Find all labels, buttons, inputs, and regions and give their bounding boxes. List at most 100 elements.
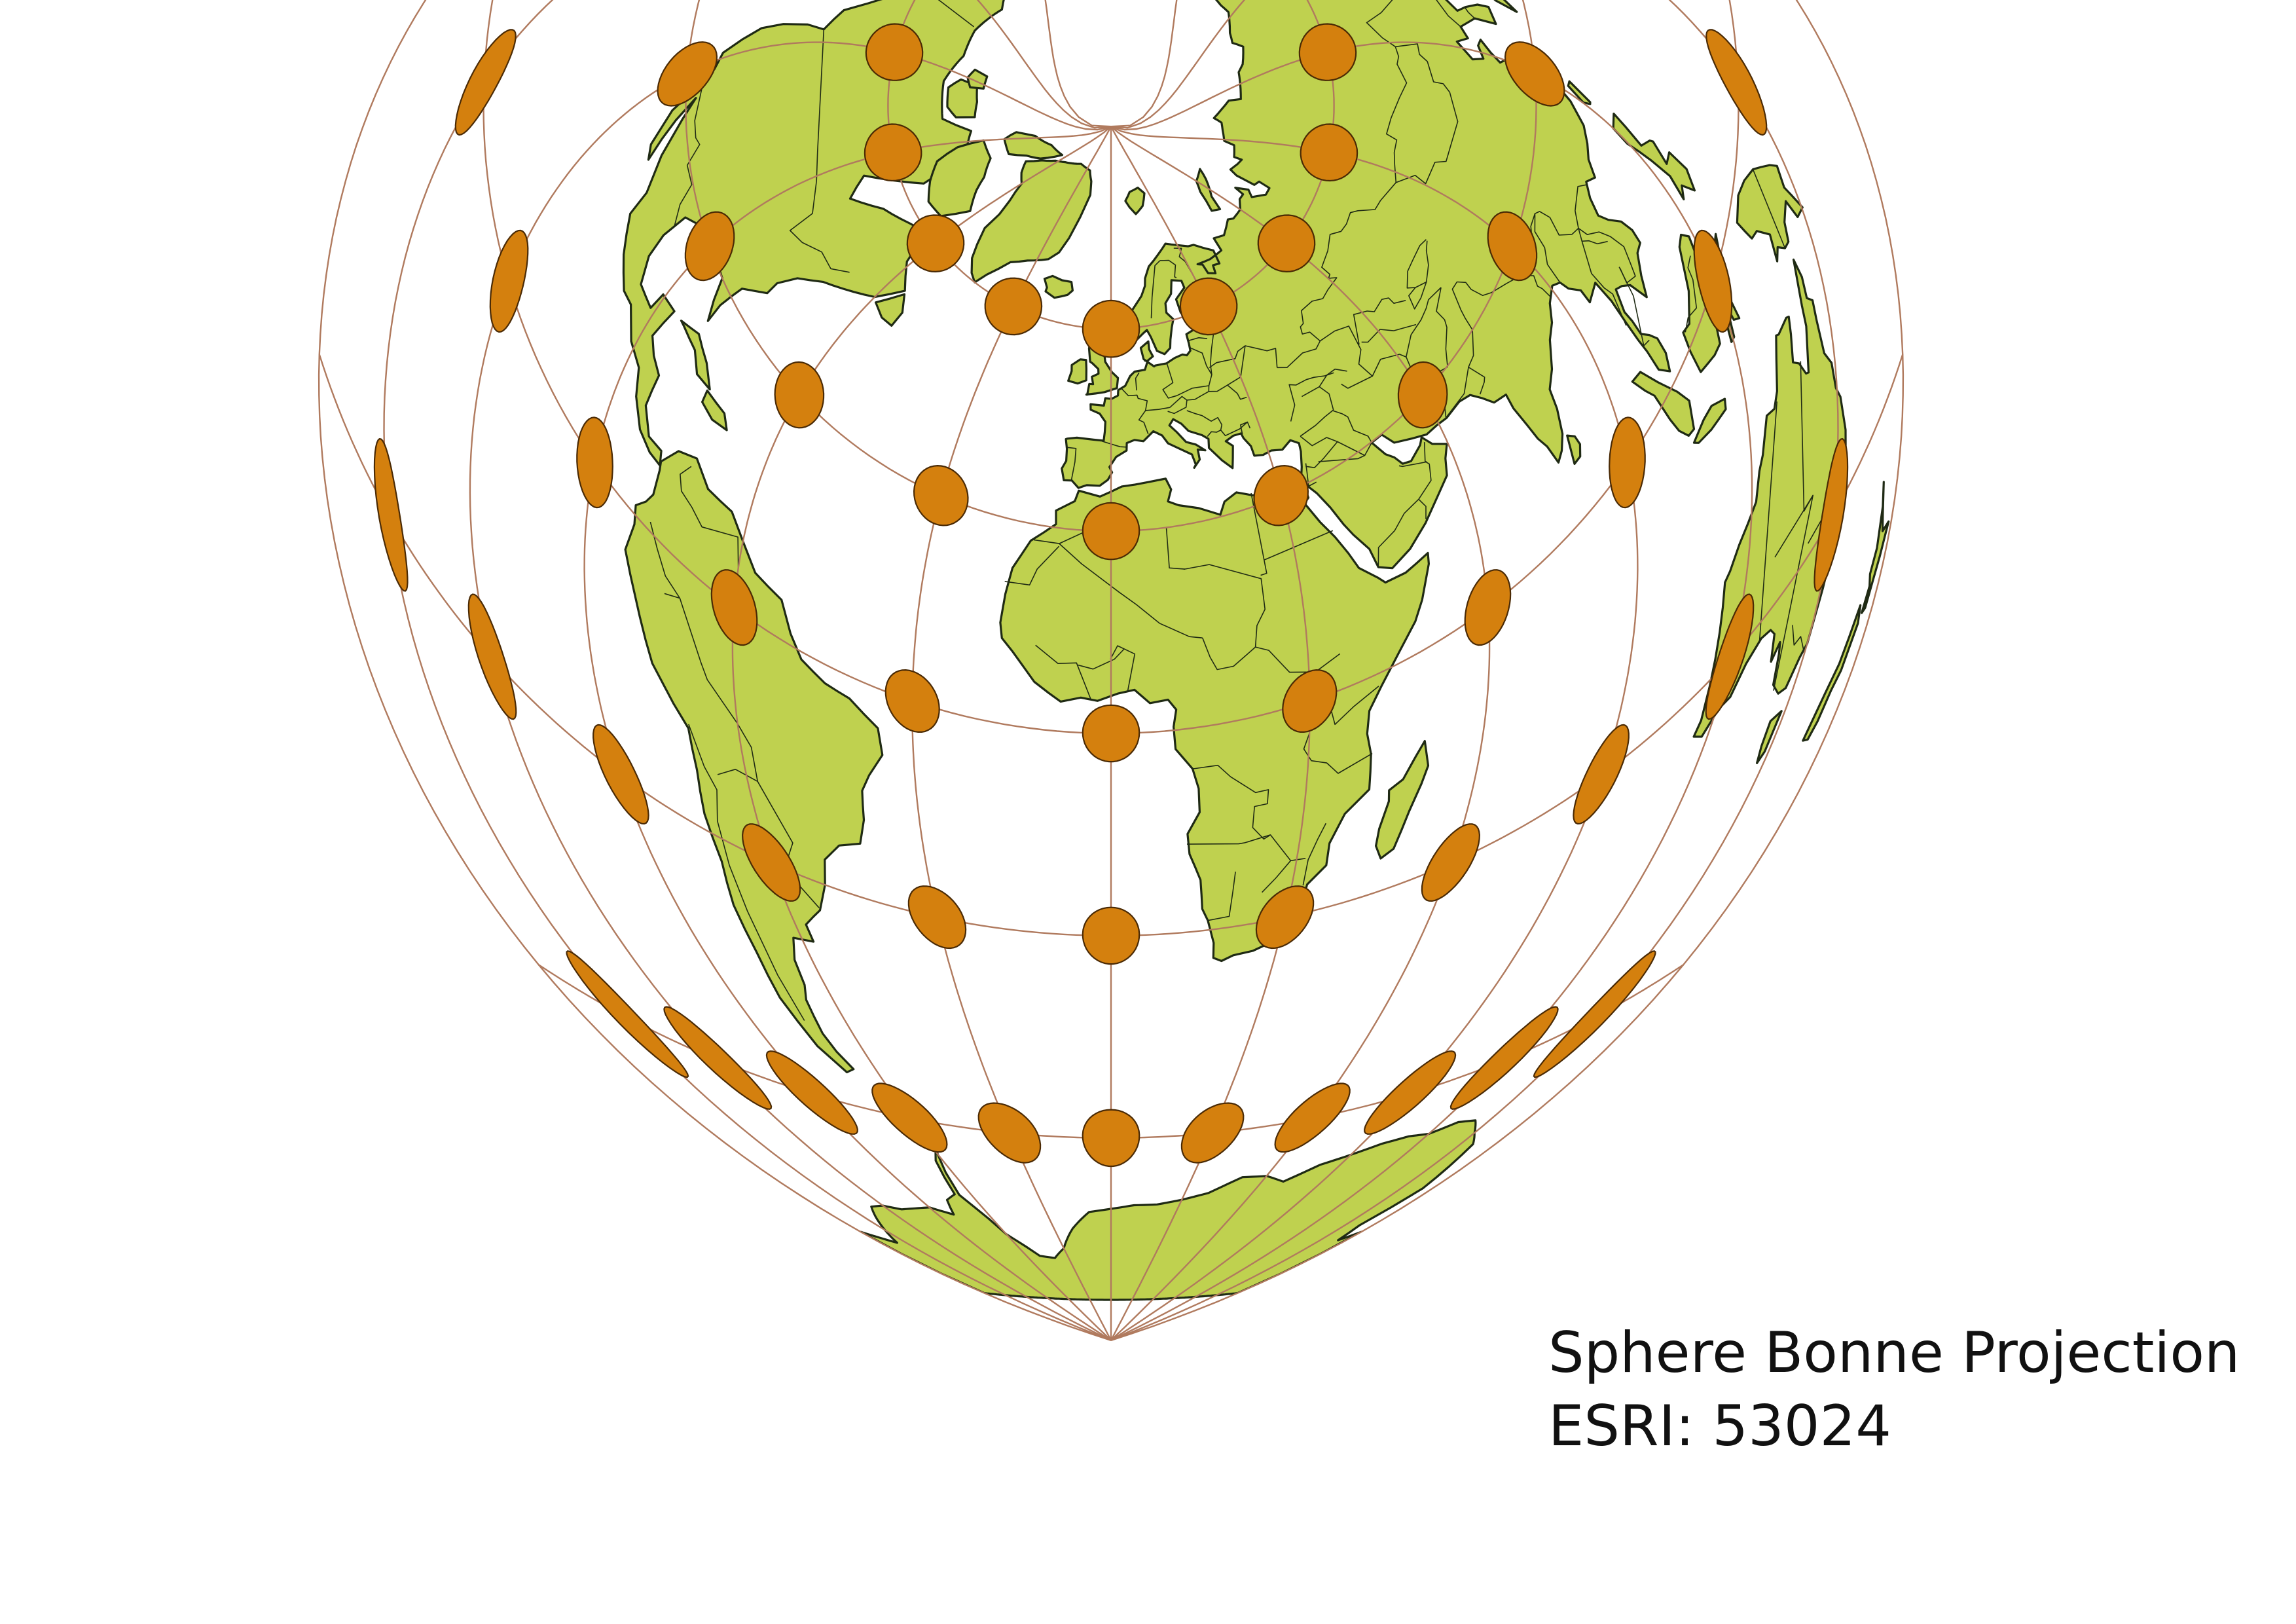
border-line-74	[1361, 323, 1417, 343]
border-line-2	[922, 0, 974, 28]
border-line-66	[1300, 182, 1396, 342]
border-line-23	[1078, 648, 1125, 670]
tissot-indicatrix	[907, 885, 967, 950]
land-baffin	[927, 139, 992, 217]
tissot-indicatrix	[1813, 438, 1849, 592]
land-victoria	[946, 78, 979, 119]
border-line-44	[1159, 259, 1177, 278]
projection-code: ESRI: 53024	[1548, 1393, 1891, 1459]
border-line-75	[1288, 372, 1334, 422]
border-line-76	[1277, 341, 1321, 369]
graticule-meridian--180	[318, 0, 1112, 1341]
border-line-26	[1102, 441, 1127, 448]
border-line-68	[1366, 0, 1434, 47]
land-newfoundland	[875, 293, 906, 327]
tissot-indicatrix	[592, 724, 649, 825]
tissot-indicatrix	[1609, 416, 1646, 509]
land-new-zealand-north	[1861, 481, 1890, 614]
tissot-indicatrix	[884, 669, 940, 733]
tissot-indicatrix	[774, 361, 825, 429]
border-line-82	[1752, 169, 1786, 249]
border-line-71	[1406, 239, 1429, 289]
border-line-55	[1406, 287, 1442, 358]
border-line-9	[1183, 564, 1266, 648]
map-caption: Sphere Bonne Projection ESRI: 53024	[1548, 1316, 2240, 1463]
land-novaya-zemlya	[1195, 168, 1222, 212]
land-cuba	[680, 320, 711, 391]
tissot-indicatrix	[1300, 123, 1358, 182]
border-line-70	[1464, 7, 1476, 19]
tissot-indicatrix	[663, 1006, 773, 1110]
border-line-46	[1240, 421, 1251, 435]
tissot-indicatrix-layer	[373, 23, 1849, 1168]
land-greenland	[970, 159, 1093, 284]
border-line-38	[1186, 333, 1191, 348]
border-line-11	[1250, 492, 1267, 576]
border-line-51	[1333, 410, 1372, 443]
border-line-78	[1418, 498, 1427, 519]
border-line-8	[1059, 543, 1203, 638]
border-line-39	[1188, 337, 1208, 342]
tissot-indicatrix	[871, 1082, 948, 1153]
tissot-indicatrix	[1282, 669, 1338, 733]
tissot-indicatrix	[1449, 1006, 1559, 1110]
tissot-indicatrix	[566, 950, 689, 1079]
border-line-73	[1353, 297, 1406, 345]
border-line-4	[688, 724, 805, 1021]
border-line-72	[1408, 282, 1427, 310]
tissot-indicatrix	[489, 229, 529, 333]
tissot-indicatrix	[1705, 593, 1755, 720]
border-line-24	[1035, 644, 1091, 700]
tissot-indicatrix	[1504, 41, 1565, 107]
border-line-19	[1207, 872, 1236, 921]
tissot-indicatrix	[454, 29, 517, 136]
land-madagascar	[1375, 740, 1430, 860]
land-africa	[999, 475, 1430, 963]
tissot-indicatrix	[1298, 23, 1357, 81]
tissot-indicatrix	[1693, 229, 1733, 333]
border-line-36	[1207, 430, 1221, 437]
tissot-indicatrix	[1082, 906, 1140, 965]
border-line-10	[1264, 530, 1334, 561]
border-line-35	[1209, 384, 1247, 400]
tissot-indicatrix	[373, 438, 409, 592]
graticule-meridian-180	[1110, 0, 1904, 1341]
border-line-85	[1774, 494, 1813, 558]
tissot-indicatrix	[1255, 885, 1315, 950]
land-sri-lanka	[1566, 434, 1582, 465]
land-new-zealand-south	[1802, 604, 1862, 742]
border-line-15	[1328, 686, 1379, 726]
border-line-21	[1302, 822, 1327, 886]
border-line-64	[1582, 240, 1608, 245]
tissot-indicatrix	[765, 1050, 858, 1135]
land-iceland	[1043, 274, 1074, 299]
land-ellesmere	[1003, 131, 1064, 160]
border-line-6	[680, 466, 739, 568]
tissot-indicatrix	[1082, 1109, 1140, 1168]
tissot-indicatrix	[710, 569, 758, 646]
border-line-63	[1578, 227, 1636, 284]
border-line-81	[1685, 255, 1698, 333]
border-line-80	[1305, 463, 1317, 487]
border-line-34	[1186, 410, 1248, 437]
tissot-indicatrix	[865, 23, 924, 81]
tissot-indicatrix	[1180, 1102, 1245, 1164]
tissot-indicatrix	[1397, 361, 1448, 429]
land-taiwan	[1567, 80, 1592, 105]
tissot-indicatrix	[1082, 704, 1140, 763]
tissot-indicatrix	[1253, 464, 1309, 526]
border-line-61	[1534, 211, 1579, 283]
tissot-indicatrix	[1179, 277, 1238, 336]
border-line-52	[1319, 368, 1347, 388]
border-line-54	[1319, 325, 1373, 377]
land-ireland	[1067, 358, 1087, 385]
tissot-indicatrix	[1573, 724, 1630, 825]
tissot-indicatrix	[864, 123, 922, 182]
border-line-83	[1758, 401, 1777, 641]
border-line-12	[1165, 527, 1185, 570]
border-line-87	[1792, 625, 1804, 650]
tissot-indicatrix	[684, 211, 735, 282]
tissot-indicatrix	[1364, 1050, 1457, 1135]
border-line-32	[1162, 347, 1212, 399]
